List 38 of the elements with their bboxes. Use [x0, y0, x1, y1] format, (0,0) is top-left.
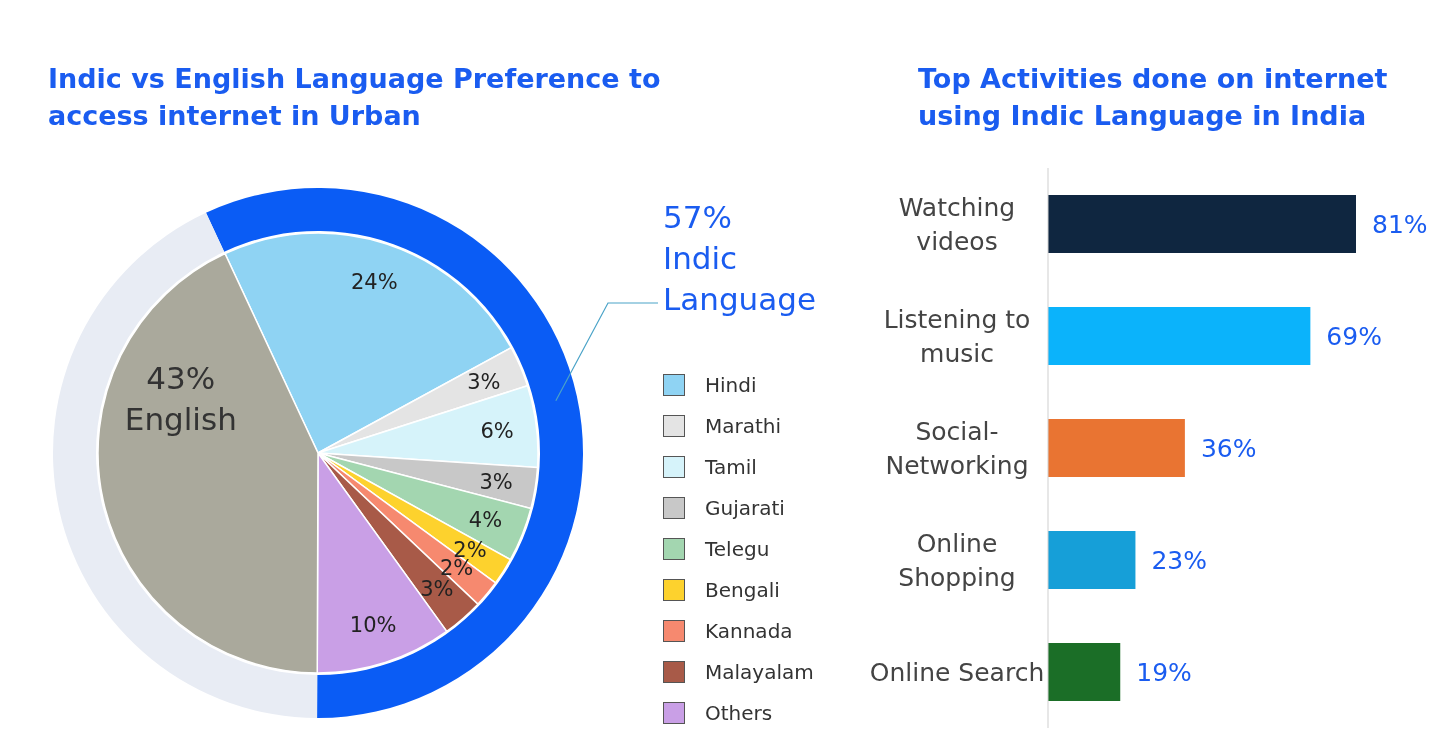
legend-label: Malayalam — [705, 659, 814, 684]
bar — [1048, 643, 1121, 701]
y-tick-label: Social-Networking — [885, 416, 1029, 480]
legend-label: Kannada — [705, 618, 793, 643]
y-tick-label: Listening to music — [883, 304, 1031, 368]
legend-label: Tamil — [705, 454, 757, 479]
y-tick-label: Watching videos — [898, 192, 1016, 256]
data-label: 43% — [146, 360, 216, 397]
legend-label: Marathi — [705, 413, 782, 438]
bar — [1048, 531, 1136, 589]
data-label: 19% — [1136, 657, 1192, 687]
legend-label: Bengali — [705, 577, 780, 602]
data-label: 36% — [1200, 433, 1257, 463]
legend-label: Telegu — [705, 536, 770, 561]
data-label: 6% — [480, 419, 514, 444]
data-label: 10% — [349, 612, 397, 637]
bar — [1048, 419, 1185, 477]
data-label: 23% — [1151, 545, 1208, 575]
slice-label: Indic Language — [663, 240, 816, 317]
data-label: 81% — [1372, 209, 1428, 239]
chart-title: Top Activities done on internet using Indic Language in India — [918, 62, 1389, 133]
legend-label: Others — [705, 700, 773, 725]
data-label: 57% — [663, 199, 732, 235]
bar — [1048, 195, 1356, 253]
data-label: 4% — [468, 507, 503, 532]
legend-label: Gujarati — [705, 495, 785, 520]
y-tick-label: Online Search — [869, 657, 1045, 687]
donut-slice — [53, 212, 318, 718]
slice-label: English — [124, 401, 237, 438]
data-label: 3% — [420, 576, 454, 601]
data-label: 69% — [1326, 321, 1382, 351]
data-label: 3% — [467, 369, 501, 394]
legend-label: Hindi — [705, 372, 757, 397]
chart-title: Indic vs English Language Preference to access internet in Urban — [48, 62, 662, 133]
data-label: 3% — [479, 469, 513, 494]
data-label: 24% — [351, 269, 398, 294]
y-tick-label: Online Shopping — [898, 528, 1016, 592]
bar — [1048, 307, 1311, 365]
